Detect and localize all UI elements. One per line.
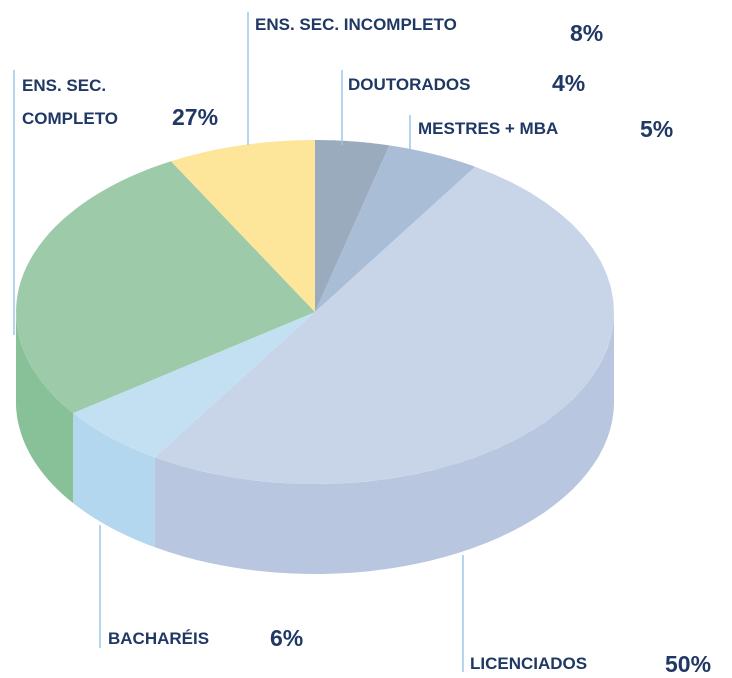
value-label: 8% xyxy=(570,20,604,46)
slice-side xyxy=(16,312,74,504)
slice xyxy=(16,161,315,414)
slice-label: ENS. SEC. INCOMPLETO xyxy=(255,15,457,34)
slice xyxy=(154,166,615,485)
value-label: 27% xyxy=(172,104,219,130)
slice-label: LICENCIADOS xyxy=(470,654,588,673)
slice xyxy=(73,312,315,458)
slice xyxy=(315,145,476,312)
value-label: 4% xyxy=(552,70,586,96)
slice-side xyxy=(154,312,615,574)
slice-label: MESTRES + MBA xyxy=(418,119,559,138)
value-label: 5% xyxy=(640,116,674,142)
value-label: 6% xyxy=(270,625,304,651)
value-label: 50% xyxy=(665,651,712,677)
slice-side xyxy=(73,413,155,548)
slice-label: ENS. SEC. COMPLETO xyxy=(22,76,119,128)
slice-label: DOUTORADOS xyxy=(348,75,471,94)
slice xyxy=(171,140,315,312)
slice xyxy=(315,140,390,312)
slice-label: BACHARÉIS xyxy=(108,629,210,648)
